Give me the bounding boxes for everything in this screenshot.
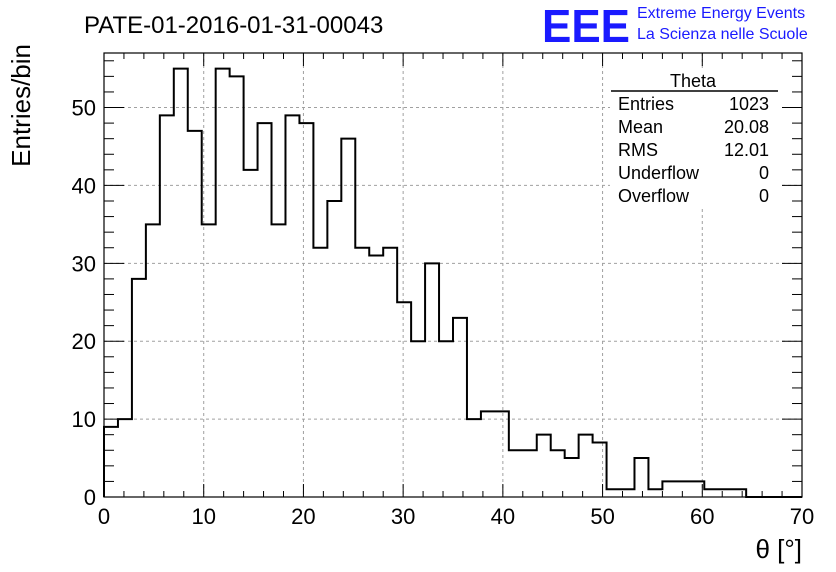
histogram-series xyxy=(103,67,802,498)
stats-value-underflow: 0 xyxy=(759,163,769,183)
y-tick-label: 0 xyxy=(84,485,96,510)
stats-value-rms: 12.01 xyxy=(724,140,769,160)
y-tick-label: 50 xyxy=(72,96,96,121)
x-tick-label: 50 xyxy=(590,504,614,529)
stats-value-overflow: 0 xyxy=(759,186,769,206)
stats-box: Theta Entries 1023 Mean 20.08 RMS 12.01 … xyxy=(610,68,780,208)
y-tick-label: 10 xyxy=(72,407,96,432)
y-tick-label: 40 xyxy=(72,173,96,198)
stats-value-entries: 1023 xyxy=(729,94,769,114)
stats-title: Theta xyxy=(670,71,717,91)
chart-title: PATE-01-2016-01-31-00043 xyxy=(84,12,383,39)
eee-logo: EEE Extreme Energy Events La Scienza nel… xyxy=(542,0,808,52)
y-tick-labels: 0 10 20 30 40 50 xyxy=(72,96,96,510)
x-tick-label: 40 xyxy=(491,504,515,529)
x-tick-label: 20 xyxy=(291,504,315,529)
x-tick-label: 10 xyxy=(191,504,215,529)
x-axis-label: θ [°] xyxy=(755,534,802,564)
y-tick-label: 20 xyxy=(72,329,96,354)
logo-line-1: Extreme Energy Events xyxy=(637,5,805,22)
x-tick-label: 70 xyxy=(790,504,814,529)
stats-value-mean: 20.08 xyxy=(724,117,769,137)
x-tick-label: 0 xyxy=(98,504,110,529)
y-tick-label: 30 xyxy=(72,251,96,276)
x-tick-label: 30 xyxy=(391,504,415,529)
grid-lines xyxy=(104,53,802,497)
stats-label-mean: Mean xyxy=(618,117,663,137)
logo-mark: EEE xyxy=(542,0,630,52)
x-tick-labels: 0 10 20 30 40 50 60 70 xyxy=(98,504,814,529)
y-axis-label: Entries/bin xyxy=(6,44,36,167)
logo-line-2: La Scienza nelle Scuole xyxy=(637,26,808,43)
stats-label-rms: RMS xyxy=(618,140,658,160)
stats-label-entries: Entries xyxy=(618,94,674,114)
x-tick-label: 60 xyxy=(690,504,714,529)
stats-label-underflow: Underflow xyxy=(618,163,700,183)
stats-label-overflow: Overflow xyxy=(618,186,690,206)
plot-frame xyxy=(103,52,803,498)
